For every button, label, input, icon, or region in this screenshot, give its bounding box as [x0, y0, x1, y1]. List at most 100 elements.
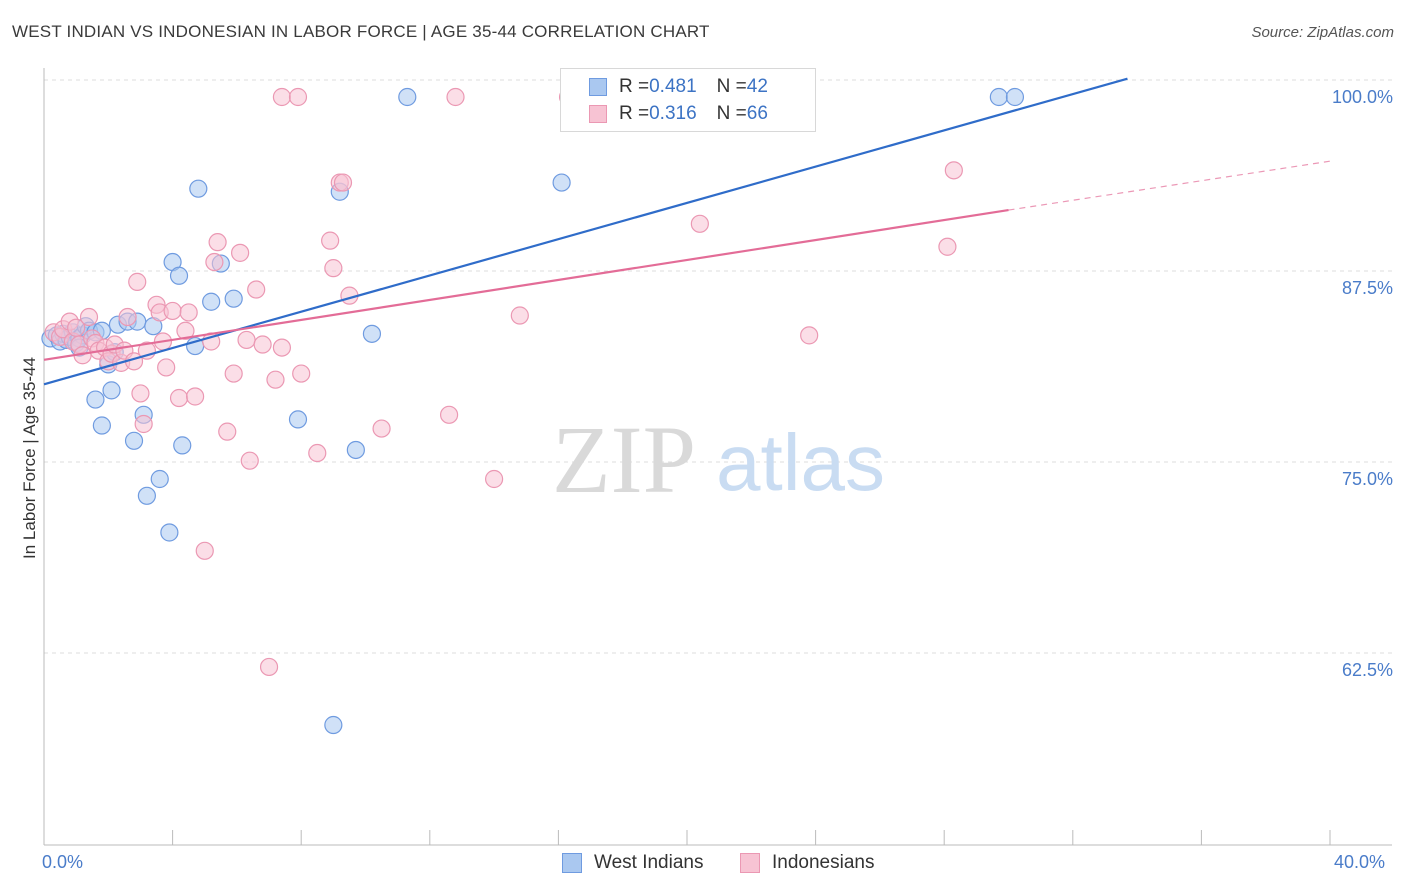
west-indians-point	[362, 324, 382, 343]
indonesians-point	[690, 214, 709, 233]
indonesians-point	[944, 161, 963, 180]
indonesians-point	[169, 388, 189, 408]
west-indians-point	[346, 440, 365, 460]
indonesians-point	[372, 419, 391, 438]
legend-west-indians-label: West Indians	[594, 852, 704, 873]
west-indians-point	[1005, 87, 1025, 107]
blue-swatch	[589, 78, 607, 96]
legend-indonesians-label: Indonesians	[772, 852, 875, 873]
west-indians-points	[41, 87, 1025, 735]
y-tick-label: 75.0%	[1342, 469, 1393, 489]
x-axis-max-label: 40.0%	[1334, 852, 1386, 872]
indonesians-point	[224, 364, 243, 383]
blue-swatch	[562, 853, 582, 873]
grid-lines	[44, 79, 1392, 654]
y-tick-label: 100.0%	[1332, 87, 1393, 107]
y-tick-labels: 100.0% 87.5% 75.0% 62.5%	[1332, 87, 1393, 680]
west-indians-point	[224, 289, 243, 308]
west-indians-point	[86, 390, 105, 409]
west-indians-point	[92, 416, 111, 435]
west-indians-trend-line	[43, 77, 1128, 386]
watermark-atlas: atlas	[716, 418, 885, 507]
axes	[43, 68, 1392, 846]
y-tick-label: 62.5%	[1342, 660, 1393, 680]
trend-lines	[43, 77, 1331, 386]
pink-swatch	[589, 105, 607, 123]
indonesians-point	[510, 306, 529, 325]
indonesians-point	[134, 414, 153, 434]
legend-indonesians[interactable]: Indonesians	[740, 852, 874, 874]
legend-r-label: R =	[619, 76, 650, 97]
legend-r-label: R =	[619, 103, 650, 124]
indonesians-point	[800, 326, 819, 345]
indonesians-point	[179, 303, 198, 322]
x-axis-min-label: 0.0%	[42, 852, 84, 872]
legend-r-value: 0.316	[649, 103, 697, 124]
west-indians-point	[202, 292, 221, 311]
west-indians-point	[989, 87, 1008, 107]
west-indians-point	[173, 436, 192, 455]
indonesians-point	[324, 259, 343, 278]
legend-row-indonesians: R = 0.316 N = 66	[589, 102, 768, 126]
pink-swatch	[740, 853, 760, 873]
indonesians-point	[237, 330, 256, 350]
indonesians-point	[208, 233, 227, 252]
indonesians-point	[292, 364, 311, 383]
legend-n-label: N =	[716, 76, 747, 97]
chart-title: WEST INDIAN VS INDONESIAN IN LABOR FORCE…	[12, 22, 710, 41]
legend-r-value: 0.481	[649, 76, 697, 97]
indonesians-point	[485, 469, 504, 489]
legend-west-indians[interactable]: West Indians	[562, 852, 703, 874]
indonesians-point	[272, 87, 292, 107]
indonesians-point	[288, 87, 308, 107]
indonesians-point	[272, 338, 292, 357]
indonesians-point	[938, 237, 957, 256]
indonesians-point	[333, 173, 353, 192]
indonesians-point	[128, 272, 147, 291]
legend-n-value: 42	[746, 76, 768, 97]
indonesians-point	[308, 443, 327, 463]
indonesians-point	[247, 280, 266, 299]
indonesians-point	[321, 231, 340, 250]
west-indians-point	[102, 381, 121, 400]
legend-row-west-indians: R = 0.481 N = 42	[589, 75, 768, 99]
indonesians-trend-line	[43, 208, 1009, 361]
indonesians-point	[446, 87, 465, 107]
indonesians-point	[186, 387, 205, 406]
west-indians-point	[324, 715, 343, 735]
west-indians-point	[288, 410, 308, 429]
indonesians-point	[176, 321, 195, 340]
correlation-legend: R = 0.481 N = 42 R = 0.316 N = 66	[560, 68, 816, 132]
indonesians-point	[439, 405, 459, 424]
west-indians-point	[398, 87, 417, 107]
west-indians-point	[169, 266, 189, 285]
indonesians-point	[253, 335, 272, 354]
west-indians-point	[124, 431, 144, 450]
series-legend: West Indians Indonesians	[0, 852, 1406, 876]
indonesians-point	[266, 370, 285, 389]
indonesians-point	[205, 252, 224, 272]
west-indians-point	[137, 486, 156, 505]
indonesians-point	[259, 657, 279, 677]
west-indians-point	[160, 523, 179, 542]
indonesians-trend-extension	[1008, 160, 1331, 211]
indonesians-point	[157, 358, 176, 377]
indonesians-point	[231, 243, 250, 262]
west-indians-point	[189, 179, 208, 198]
indonesians-point	[131, 384, 150, 403]
west-indians-point	[552, 173, 571, 192]
west-indians-point	[150, 469, 169, 489]
y-axis-label: In Labor Force | Age 35-44	[20, 357, 39, 559]
indonesians-point	[118, 307, 137, 327]
y-tick-label: 87.5%	[1342, 278, 1393, 298]
indonesians-points	[44, 87, 963, 677]
legend-n-value: 66	[746, 103, 768, 124]
indonesians-point	[163, 301, 182, 321]
watermark-zip: ZIP	[552, 406, 696, 513]
indonesians-point	[195, 541, 214, 560]
indonesians-point	[79, 307, 99, 327]
watermark: ZIP atlas	[552, 406, 885, 513]
indonesians-point	[218, 422, 237, 441]
source-credit: Source: ZipAtlas.com	[1251, 24, 1394, 41]
